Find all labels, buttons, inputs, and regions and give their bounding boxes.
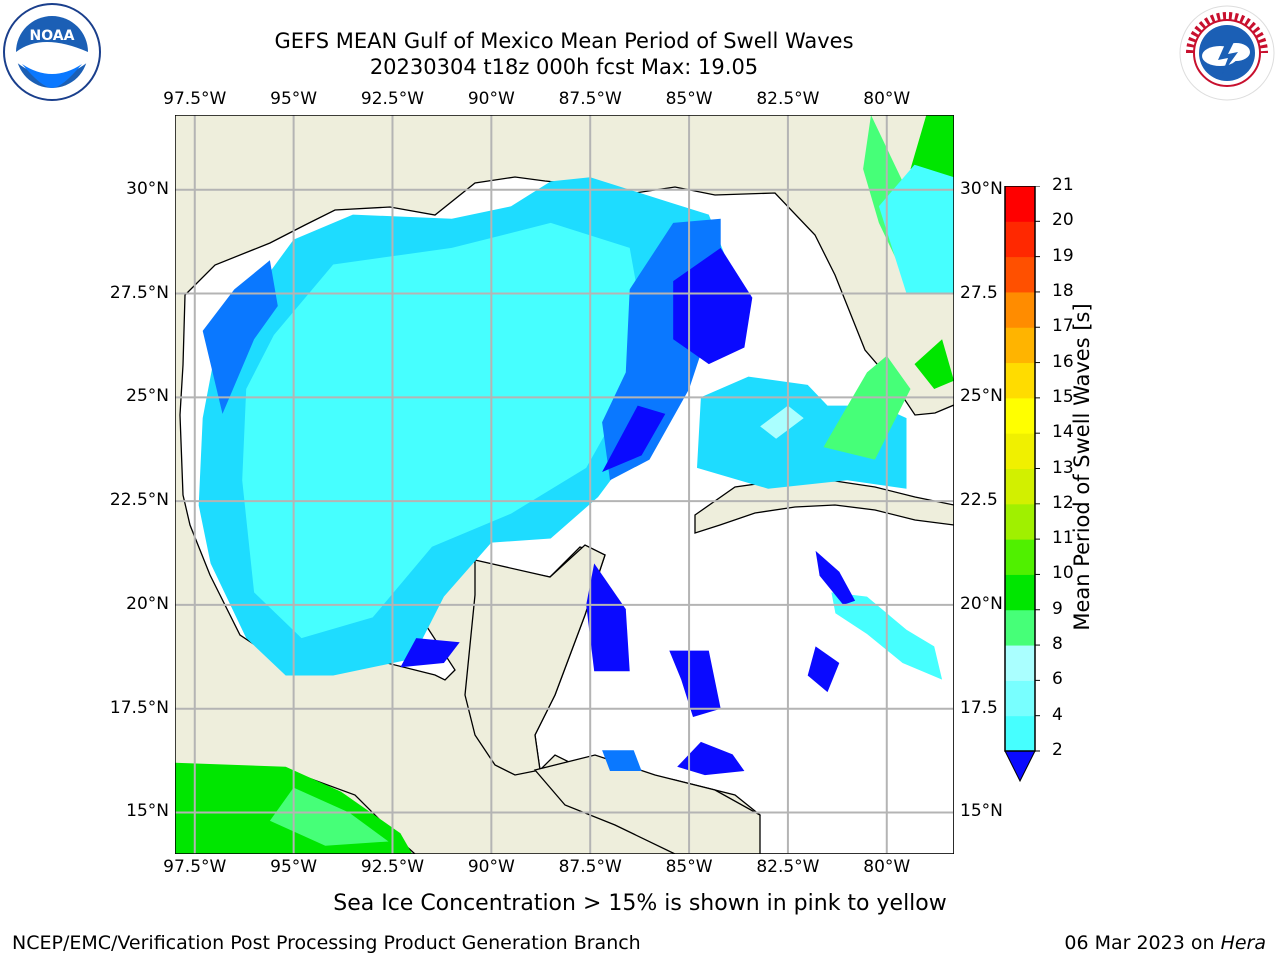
colorbar-bin bbox=[1005, 503, 1035, 540]
colorbar-tick-label: 4 bbox=[1052, 704, 1063, 725]
swell-period-fill bbox=[175, 115, 954, 854]
swell-fill-region bbox=[815, 550, 856, 605]
swell-fill-region bbox=[242, 222, 642, 639]
lat-label-left: 25°N bbox=[126, 386, 169, 407]
colorbar-tick-label: 12 bbox=[1052, 492, 1074, 513]
colorbar-bin bbox=[1005, 291, 1035, 328]
swell-fill-region bbox=[677, 741, 745, 776]
footer-host: Hera bbox=[1220, 932, 1266, 954]
colorbar-bin bbox=[1005, 256, 1035, 293]
lat-label-right: 27.5 bbox=[960, 282, 998, 303]
colorbar-tick-label: 10 bbox=[1052, 563, 1074, 584]
lat-label-left: 22.5°N bbox=[109, 490, 169, 511]
colorbar-tick-label: 16 bbox=[1052, 351, 1074, 372]
lat-label-right: 22.5 bbox=[960, 490, 998, 511]
lat-label-right: 20°N bbox=[960, 593, 1003, 614]
sea-ice-caption: Sea Ice Concentration > 15% is shown in … bbox=[333, 891, 947, 916]
swell-fill-region bbox=[910, 115, 954, 182]
colorbar-bin bbox=[1005, 221, 1035, 258]
colorbar-tick-label: 9 bbox=[1052, 598, 1063, 619]
swell-fill-region bbox=[602, 405, 666, 472]
chart-title: GEFS MEAN Gulf of Mexico Mean Period of … bbox=[274, 29, 854, 53]
lon-label-bottom: 82.5°W bbox=[756, 857, 820, 877]
lon-label-bottom: 87.5°W bbox=[558, 857, 622, 877]
colorbar-tick-label: 6 bbox=[1052, 669, 1063, 690]
lon-label-top: 92.5°W bbox=[360, 89, 425, 109]
lat-label-right: 30°N bbox=[960, 178, 1003, 199]
colorbar bbox=[1000, 185, 1040, 786]
colorbar-tick-label: 11 bbox=[1052, 528, 1074, 549]
lat-label-right: 17.5 bbox=[960, 697, 998, 718]
lat-label-left: 20°N bbox=[126, 593, 169, 614]
swell-fill-region bbox=[202, 260, 278, 414]
colorbar-bin bbox=[1005, 433, 1035, 469]
colorbar-bin bbox=[1005, 362, 1035, 399]
swell-fill-region bbox=[878, 164, 954, 294]
swell-fill-region bbox=[697, 376, 907, 489]
colorbar-bin bbox=[1005, 327, 1035, 364]
colorbar-tick-label: 17 bbox=[1052, 316, 1074, 337]
lon-label-bottom: 80°W bbox=[863, 857, 911, 877]
lon-label-top: 85°W bbox=[665, 89, 713, 109]
nws-logo bbox=[1178, 4, 1276, 102]
footer-date-text: 06 Mar 2023 on bbox=[1064, 932, 1221, 954]
lon-label-top: 90°W bbox=[467, 89, 515, 109]
swell-fill-region bbox=[760, 405, 804, 439]
colorbar-tick-label: 19 bbox=[1052, 245, 1074, 266]
footer-credit: NCEP/EMC/Verification Post Processing Pr… bbox=[12, 932, 641, 954]
lon-label-top: 95°W bbox=[270, 89, 318, 109]
lon-label-bottom: 85°W bbox=[665, 857, 713, 877]
lon-label-bottom: 97.5°W bbox=[163, 857, 227, 877]
colorbar-tick-label: 15 bbox=[1052, 386, 1074, 407]
colorbar-tick-label: 21 bbox=[1052, 175, 1074, 195]
colorbar-bin bbox=[1005, 397, 1035, 434]
lat-label-left: 15°N bbox=[126, 801, 169, 822]
colorbar-bin bbox=[1005, 715, 1035, 752]
swell-fill-region bbox=[823, 355, 911, 460]
colorbar-bin bbox=[1005, 539, 1035, 575]
swell-fill-region bbox=[807, 646, 840, 693]
noaa-logo: NOAA bbox=[2, 2, 102, 102]
lat-label-left: 30°N bbox=[126, 178, 169, 199]
colorbar-extend-low bbox=[1004, 750, 1036, 783]
lon-label-bottom: 90°W bbox=[467, 857, 515, 877]
colorbar-bin bbox=[1005, 186, 1035, 222]
map-svg bbox=[174, 114, 955, 855]
lat-label-right: 15°N bbox=[960, 801, 1003, 822]
footer-date: 06 Mar 2023 on Hera bbox=[1064, 932, 1266, 954]
lon-label-top: 87.5°W bbox=[558, 89, 622, 109]
lon-label-bottom: 95°W bbox=[270, 857, 318, 877]
swell-fill-region bbox=[602, 750, 642, 771]
colorbar-tick-label: 13 bbox=[1052, 457, 1074, 478]
lon-label-top: 80°W bbox=[863, 89, 911, 109]
colorbar-tick-label: 14 bbox=[1052, 422, 1074, 443]
colorbar-bin bbox=[1005, 468, 1035, 505]
lon-label-bottom: 92.5°W bbox=[360, 857, 425, 877]
colorbar-bin bbox=[1005, 609, 1035, 646]
map-panel bbox=[174, 114, 955, 855]
graticule bbox=[175, 115, 954, 854]
colorbar-bin bbox=[1005, 645, 1035, 681]
chart-subtitle: 20230304 t18z 000h fcst Max: 19.05 bbox=[369, 55, 759, 79]
lat-label-right: 25°N bbox=[960, 386, 1003, 407]
swell-fill-region bbox=[673, 247, 753, 365]
colorbar-bin bbox=[1005, 680, 1035, 717]
swell-fill-region bbox=[400, 638, 460, 668]
noaa-logo-text: NOAA bbox=[30, 28, 75, 44]
colorbar-tick-label: 2 bbox=[1052, 740, 1063, 760]
colorbar-tick-label: 8 bbox=[1052, 634, 1063, 655]
lat-label-left: 27.5°N bbox=[109, 282, 169, 303]
swell-fill-region bbox=[586, 563, 630, 672]
colorbar-label: Mean Period of Swell Waves [s] bbox=[1070, 303, 1094, 631]
swell-fill-region bbox=[914, 339, 954, 389]
lat-label-left: 17.5°N bbox=[109, 697, 169, 718]
swell-fill-region bbox=[669, 650, 721, 717]
colorbar-tick-label: 20 bbox=[1052, 210, 1074, 231]
lon-label-top: 97.5°W bbox=[163, 89, 227, 109]
lon-label-top: 82.5°W bbox=[756, 89, 820, 109]
colorbar-tick-label: 18 bbox=[1052, 280, 1074, 301]
swell-fill-region bbox=[269, 787, 389, 846]
colorbar-bin bbox=[1005, 574, 1035, 611]
